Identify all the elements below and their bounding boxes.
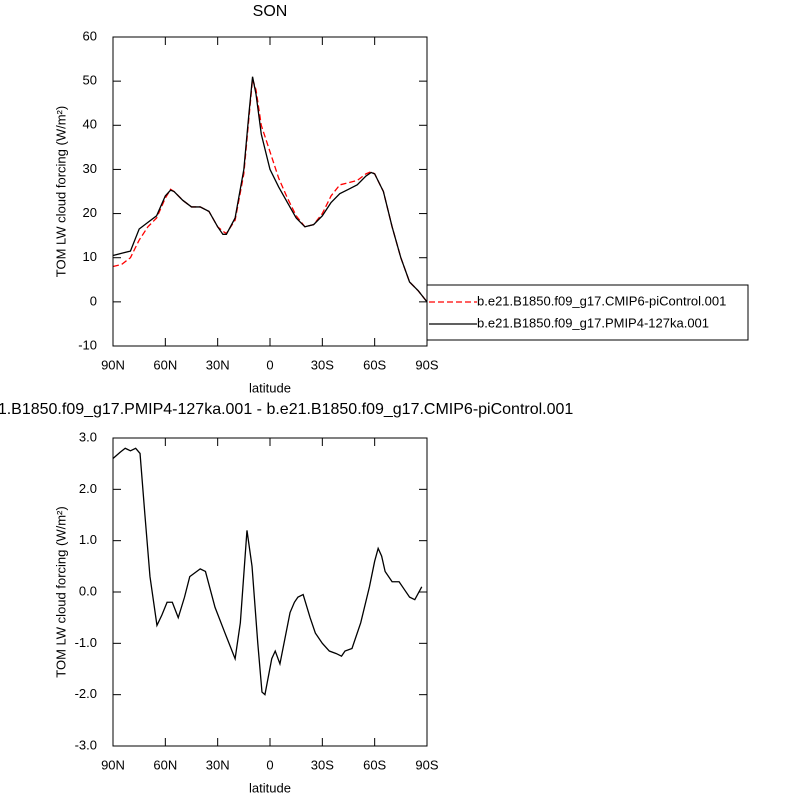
x-tick-label: 90S [415, 357, 438, 372]
x-tick-label: 90N [101, 757, 125, 772]
y-tick-label: 0 [90, 293, 97, 308]
x-tick-label: 30N [206, 757, 230, 772]
x-tick-label: 0 [266, 357, 273, 372]
y-tick-label: 20 [83, 205, 97, 220]
chart-title: SON [253, 3, 288, 20]
x-tick-label: 0 [266, 757, 273, 772]
x-tick-label: 30S [311, 757, 334, 772]
y-tick-label: 0.0 [79, 583, 97, 598]
y-tick-label: 1.0 [79, 532, 97, 547]
x-tick-label: 60S [363, 757, 386, 772]
data-line [112, 447, 423, 696]
x-tick-label: 90N [101, 357, 125, 372]
y-tick-label: 40 [83, 117, 97, 132]
x-tick-label: 30N [206, 357, 230, 372]
y-axis-label: TOM LW cloud forcing (W/m²) [53, 106, 68, 277]
x-axis-label: latitude [249, 380, 291, 395]
x-tick-label: 60N [153, 757, 177, 772]
y-tick-label: -1.0 [75, 635, 97, 650]
y-tick-label: 2.0 [79, 481, 97, 496]
y-tick-label: 30 [83, 161, 97, 176]
plot-frame [112, 437, 428, 747]
y-tick-label: -2.0 [75, 686, 97, 701]
data-line [112, 78, 428, 303]
legend-label: b.e21.B1850.f09_g17.PMIP4-127ka.001 [477, 315, 709, 330]
plot-frame [112, 36, 428, 347]
data-line [112, 76, 428, 303]
x-tick-label: 60N [153, 357, 177, 372]
y-tick-label: 3.0 [79, 429, 97, 444]
x-tick-label: 60S [363, 357, 386, 372]
x-axis-label: latitude [249, 780, 291, 795]
x-tick-label: 30S [311, 357, 334, 372]
legend-box [426, 284, 749, 341]
y-tick-label: -3.0 [75, 737, 97, 752]
legend: b.e21.B1850.f09_g17.CMIP6-piControl.001b… [426, 284, 749, 341]
y-tick-label: 10 [83, 249, 97, 264]
legend-label: b.e21.B1850.f09_g17.CMIP6-piControl.001 [477, 293, 726, 308]
y-tick-label: -10 [78, 337, 97, 352]
x-tick-label: 90S [415, 757, 438, 772]
chart-title: b.e21.B1850.f09_g17.PMIP4-127ka.001 - b.… [0, 401, 573, 418]
y-axis-label: TOM LW cloud forcing (W/m²) [53, 506, 68, 677]
y-tick-label: 50 [83, 73, 97, 88]
y-tick-label: 60 [83, 28, 97, 43]
